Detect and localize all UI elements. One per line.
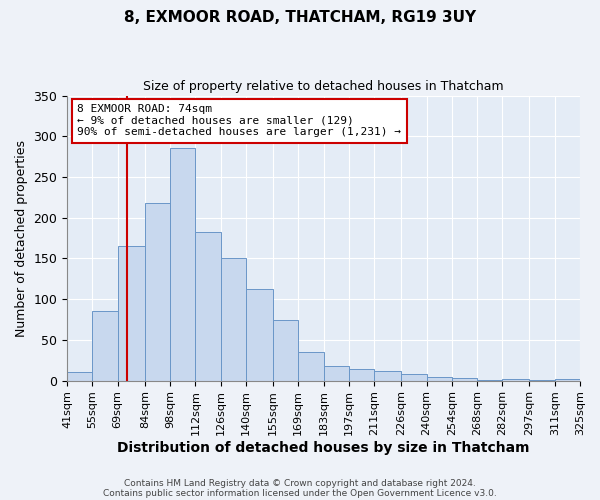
Text: Contains public sector information licensed under the Open Government Licence v3: Contains public sector information licen… — [103, 488, 497, 498]
Bar — [67, 372, 92, 380]
Bar — [555, 379, 580, 380]
Title: Size of property relative to detached houses in Thatcham: Size of property relative to detached ho… — [143, 80, 504, 93]
Bar — [323, 366, 349, 380]
Bar — [374, 371, 401, 380]
Bar — [196, 232, 221, 380]
Bar — [170, 148, 196, 380]
Bar — [427, 376, 452, 380]
Bar — [92, 312, 118, 380]
X-axis label: Distribution of detached houses by size in Thatcham: Distribution of detached houses by size … — [118, 441, 530, 455]
Text: 8, EXMOOR ROAD, THATCHAM, RG19 3UY: 8, EXMOOR ROAD, THATCHAM, RG19 3UY — [124, 10, 476, 25]
Bar — [401, 374, 427, 380]
Bar — [145, 203, 170, 380]
Text: 8 EXMOOR ROAD: 74sqm
← 9% of detached houses are smaller (129)
90% of semi-detac: 8 EXMOOR ROAD: 74sqm ← 9% of detached ho… — [77, 104, 401, 138]
Bar — [118, 246, 145, 380]
Bar — [349, 369, 374, 380]
Y-axis label: Number of detached properties: Number of detached properties — [15, 140, 28, 336]
Bar — [502, 379, 529, 380]
Bar — [273, 320, 298, 380]
Bar — [452, 378, 477, 380]
Bar — [246, 288, 273, 380]
Bar — [221, 258, 246, 380]
Text: Contains HM Land Registry data © Crown copyright and database right 2024.: Contains HM Land Registry data © Crown c… — [124, 478, 476, 488]
Bar — [298, 352, 323, 380]
